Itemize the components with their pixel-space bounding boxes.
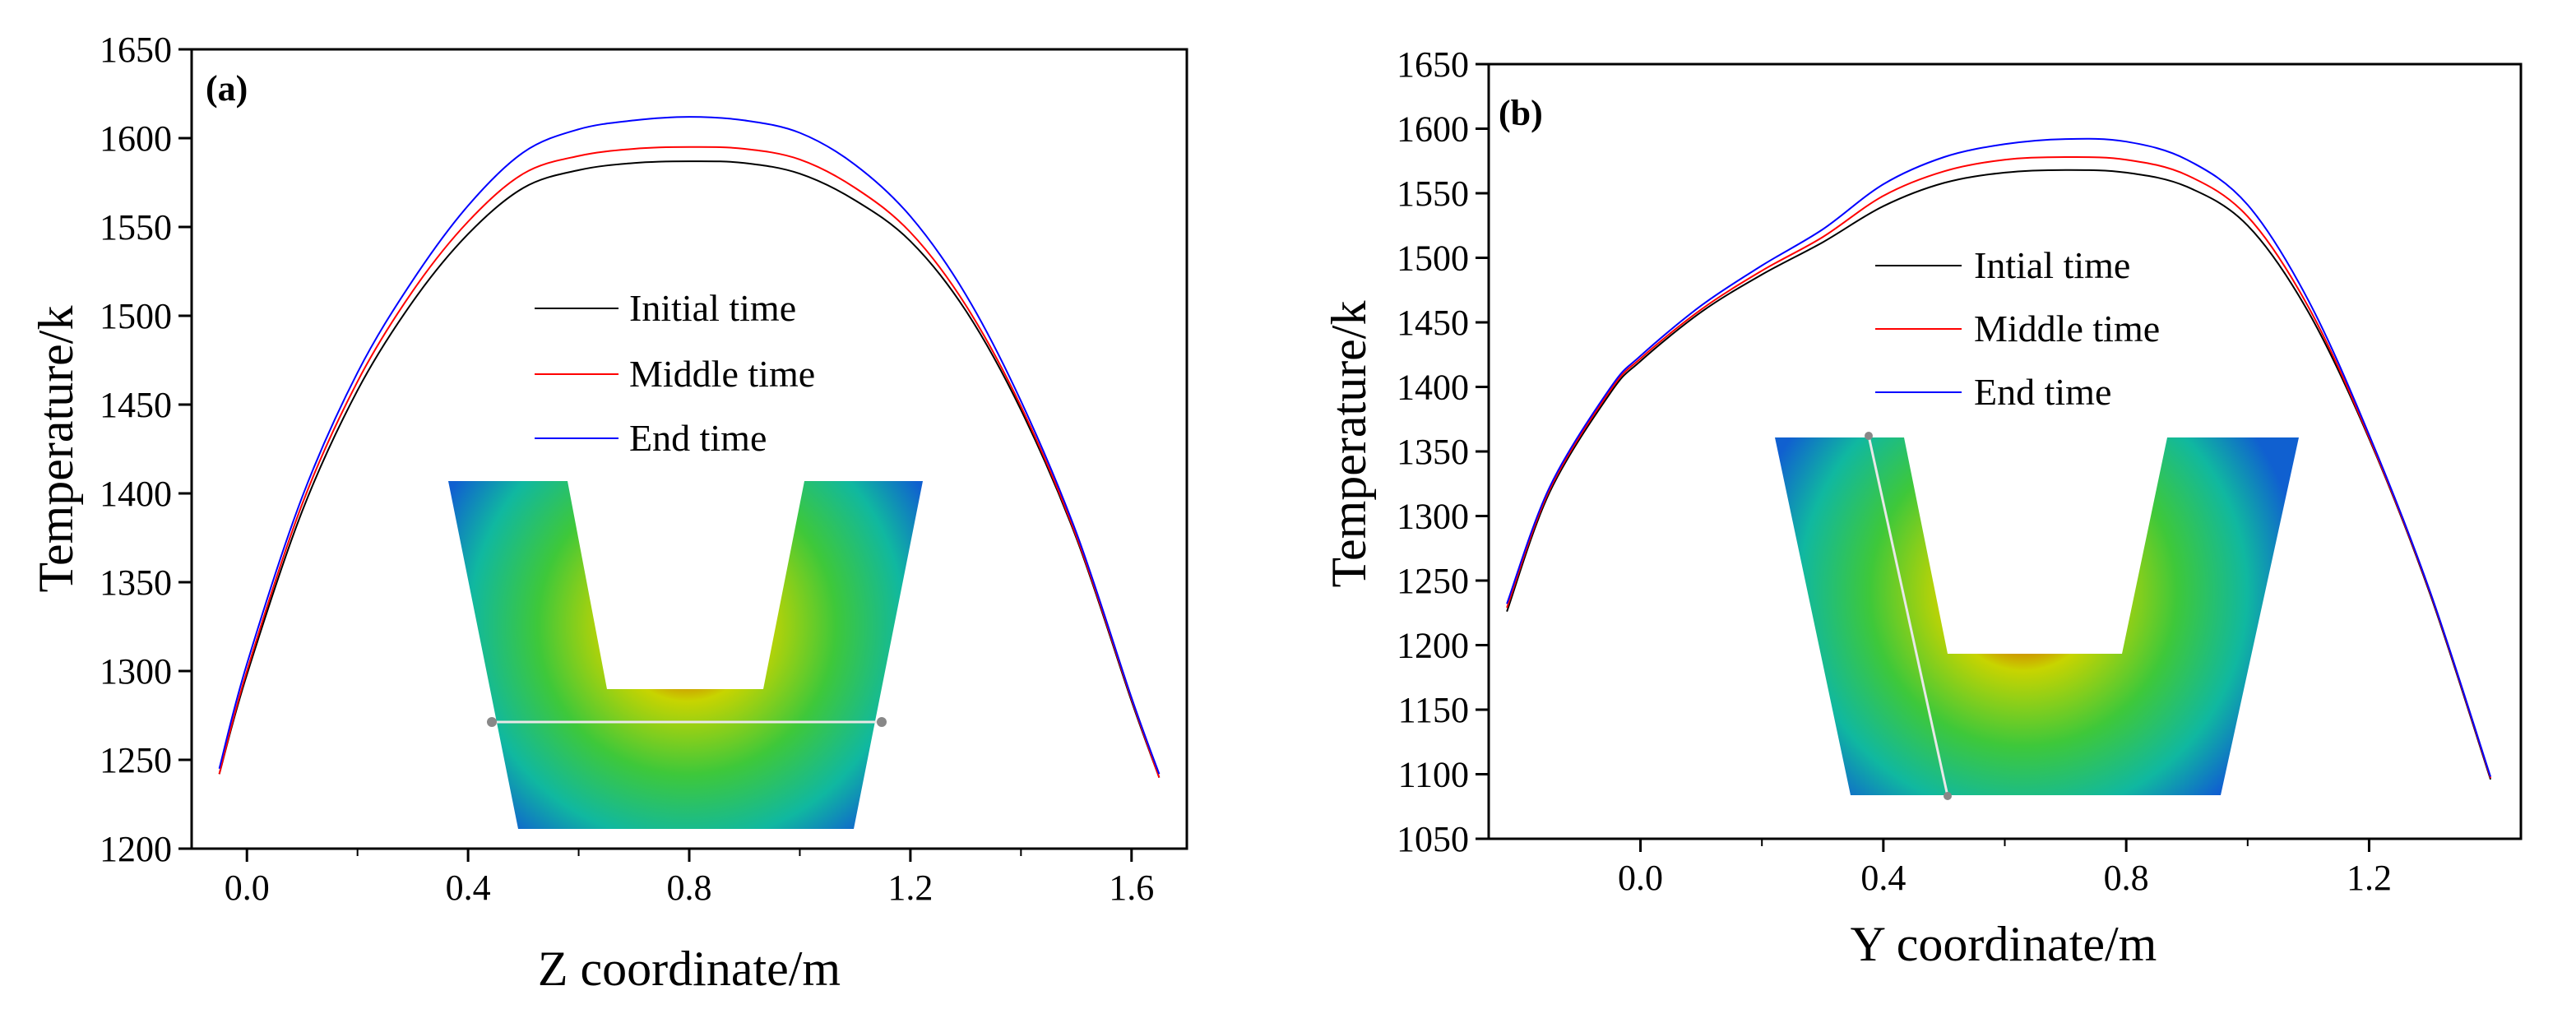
y-tick-label-b: 1100	[1398, 755, 1469, 795]
series-line-a-initial	[218, 160, 1161, 778]
y-tick-label-b: 1600	[1397, 109, 1469, 150]
legend-b-label-end: End time	[1974, 371, 2111, 413]
axis-ticks-a: 0.0 0.4 0.8 1.2 1.6 1200 1250 1300 1350 1400 1450 1…	[100, 30, 1154, 908]
legend-a-label-middle: Middle time	[629, 353, 815, 395]
legend-b-label-initial: Intial time	[1974, 244, 2130, 286]
x-axis-title-b: Y coordinate/m	[1851, 917, 2157, 971]
y-tick-label-a: 1650	[100, 30, 172, 70]
y-axis-title-a: Temperature/k	[29, 306, 83, 593]
y-axis-title-b: Temperature/k	[1322, 301, 1376, 588]
x-tick-label-a: 1.6	[1109, 868, 1154, 908]
panel-label-b: (b)	[1499, 93, 1543, 133]
series-line-b-middle	[1506, 155, 2492, 779]
legend-a: Initial time Middle time End time	[535, 287, 815, 459]
y-tick-label-a: 1550	[100, 207, 172, 248]
y-tick-label-b: 1400	[1397, 368, 1469, 408]
y-tick-label-a: 1200	[100, 829, 172, 869]
x-axis-title-a: Z coordinate/m	[538, 942, 841, 996]
x-tick-label-b: 0.0	[1618, 858, 1663, 898]
series-line-a-middle	[218, 146, 1161, 778]
y-tick-label-b: 1450	[1397, 303, 1469, 343]
y-tick-label-a: 1400	[100, 474, 172, 514]
y-tick-label-b: 1500	[1397, 238, 1469, 279]
y-tick-label-b: 1200	[1397, 626, 1469, 666]
y-tick-label-a: 1250	[100, 740, 172, 780]
x-tick-label-a: 0.4	[446, 868, 491, 908]
panel-label-a: (a)	[206, 68, 248, 109]
x-tick-label-a: 0.8	[667, 868, 712, 908]
series-line-b-end	[1506, 137, 2492, 777]
chart-a: 0.0 0.4 0.8 1.2 1.6 1200 1250 1300 1350 1400 1450 1…	[29, 30, 1188, 996]
x-tick-label-b: 1.2	[2347, 858, 2392, 898]
y-tick-label-a: 1600	[100, 118, 172, 159]
y-tick-label-a: 1450	[100, 385, 172, 425]
y-tick-label-b: 1050	[1397, 819, 1469, 859]
y-tick-label-b: 1300	[1397, 497, 1469, 537]
inset-a-cross-section	[448, 481, 923, 829]
y-tick-label-a: 1500	[100, 296, 172, 336]
series-line-a-end	[218, 116, 1161, 775]
inset-b-cross-section	[1775, 432, 2299, 800]
y-tick-label-a: 1300	[100, 651, 172, 692]
legend-b-label-middle: Middle time	[1974, 308, 2160, 349]
y-tick-label-b: 1650	[1397, 44, 1469, 85]
y-tick-label-b: 1150	[1398, 690, 1469, 730]
chart-b: 0.0 0.4 0.8 1.2 1050 1100 1150 1200 1250 1300 1350…	[1322, 44, 2523, 971]
x-tick-label-a: 1.2	[887, 868, 933, 908]
series-lines-b	[1506, 137, 2492, 780]
x-tick-label-b: 0.4	[1860, 858, 1906, 898]
y-tick-label-b: 1250	[1397, 561, 1469, 601]
x-tick-label-a: 0.0	[225, 868, 270, 908]
legend-b: Intial time Middle time End time	[1875, 244, 2160, 413]
axis-ticks-b: 0.0 0.4 0.8 1.2 1050 1100 1150 1200 1250 1300 1350…	[1397, 44, 2392, 898]
legend-a-label-initial: Initial time	[629, 287, 796, 329]
series-lines-a	[218, 116, 1161, 778]
y-tick-label-b: 1550	[1397, 174, 1469, 214]
legend-a-label-end: End time	[629, 417, 767, 459]
x-tick-label-b: 0.8	[2104, 858, 2149, 898]
y-tick-label-a: 1350	[100, 562, 172, 603]
y-tick-label-b: 1350	[1397, 432, 1469, 472]
